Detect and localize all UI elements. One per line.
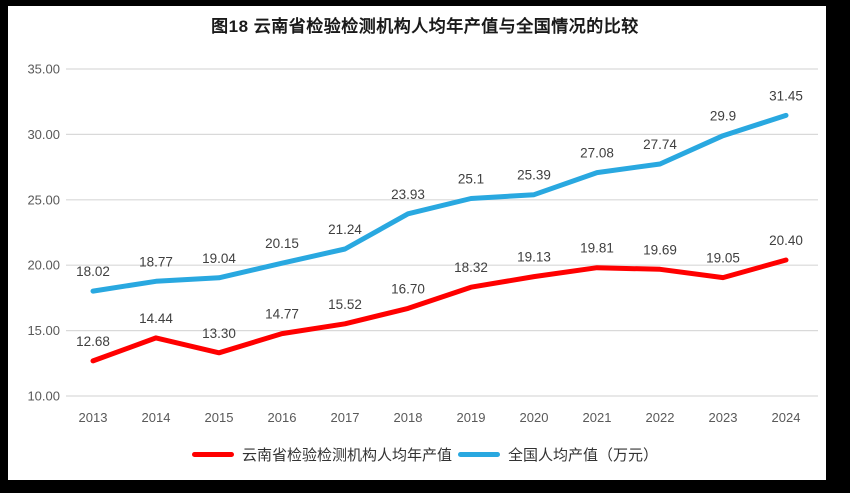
x-axis-tick-label: 2014 [142,410,171,425]
x-axis-tick-label: 2022 [646,410,675,425]
data-label: 19.04 [202,251,236,266]
legend-label-national: 全国人均产值（万元） [508,447,659,464]
x-axis-tick-label: 2015 [205,410,234,425]
red-line-swatch-icon [191,452,234,457]
x-axis-tick-label: 2013 [79,410,108,425]
data-label: 20.40 [769,233,803,248]
chart-legend: 云南省检验检测机构人均年产值 全国人均产值（万元） [0,444,850,465]
data-label: 27.08 [580,146,614,161]
data-label: 20.15 [265,236,299,251]
data-label: 14.77 [265,307,299,322]
chart-title: 图18 云南省检验检测机构人均年产值与全国情况的比较 [211,17,639,36]
x-axis-tick-label: 2017 [331,410,360,425]
x-axis-tick-label: 2024 [772,410,801,425]
y-axis-tick-label: 10.00 [27,389,60,404]
y-axis-tick-label: 30.00 [27,127,60,142]
blue-line-swatch-icon [458,452,500,457]
data-label: 25.39 [517,168,551,183]
data-label: 25.1 [458,171,484,186]
data-label: 21.24 [328,222,362,237]
data-label: 13.30 [202,326,236,341]
y-axis-tick-label: 15.00 [27,323,60,338]
data-label: 15.52 [328,297,362,312]
data-label: 19.13 [517,250,551,265]
data-label: 23.93 [391,187,425,202]
x-axis-tick-label: 2021 [583,410,612,425]
legend-item-national: 全国人均产值（万元） [458,444,658,465]
x-axis-tick-label: 2019 [457,410,486,425]
data-label: 31.45 [769,88,803,103]
x-axis-tick-label: 2020 [520,410,549,425]
x-axis-tick-label: 2018 [394,410,423,425]
data-label: 18.32 [454,260,488,275]
data-label: 19.81 [580,241,614,256]
legend-item-yunnan: 云南省检验检测机构人均年产值 [191,444,452,465]
y-axis-tick-label: 20.00 [27,258,60,273]
x-axis-tick-label: 2016 [268,410,297,425]
data-label: 18.77 [139,254,173,269]
x-axis-tick-label: 2023 [709,410,738,425]
y-axis-tick-label: 25.00 [27,192,60,207]
data-label: 18.02 [76,264,110,279]
series-line-0 [90,257,789,364]
data-label: 19.05 [706,251,740,266]
data-label: 14.44 [139,311,173,326]
legend-label-yunnan: 云南省检验检测机构人均年产值 [241,447,452,464]
chart-panel [8,6,826,480]
series-line-1 [90,112,789,294]
data-label: 27.74 [643,137,677,152]
data-label: 19.69 [643,242,677,257]
data-label: 16.70 [391,281,425,296]
data-label: 29.9 [710,109,736,124]
y-axis-tick-label: 35.00 [27,62,60,77]
data-label: 12.68 [76,334,110,349]
